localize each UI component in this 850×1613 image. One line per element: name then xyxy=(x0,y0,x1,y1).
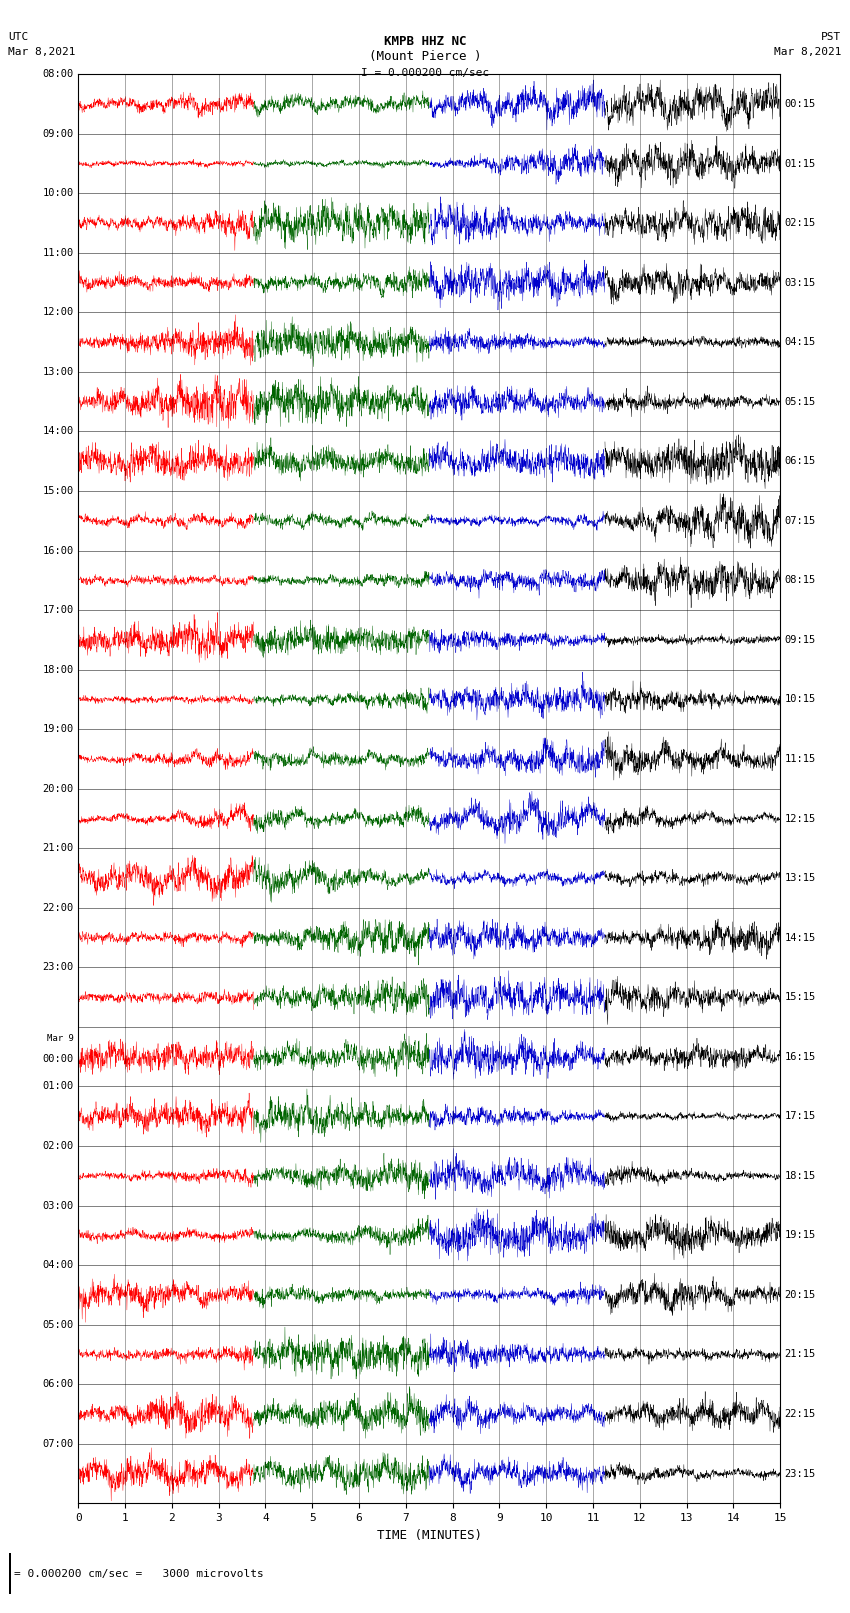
Text: 14:00: 14:00 xyxy=(42,426,74,437)
X-axis label: TIME (MINUTES): TIME (MINUTES) xyxy=(377,1529,482,1542)
Text: 06:15: 06:15 xyxy=(785,456,816,466)
Text: Mar 8,2021: Mar 8,2021 xyxy=(774,47,842,56)
Text: I = 0.000200 cm/sec: I = 0.000200 cm/sec xyxy=(361,68,489,77)
Text: 01:15: 01:15 xyxy=(785,158,816,168)
Text: 04:15: 04:15 xyxy=(785,337,816,347)
Text: 02:00: 02:00 xyxy=(42,1140,74,1152)
Text: 01:00: 01:00 xyxy=(42,1081,74,1092)
Text: 09:15: 09:15 xyxy=(785,636,816,645)
Text: 00:15: 00:15 xyxy=(785,98,816,110)
Text: 21:00: 21:00 xyxy=(42,844,74,853)
Text: KMPB HHZ NC: KMPB HHZ NC xyxy=(383,35,467,48)
Text: 18:15: 18:15 xyxy=(785,1171,816,1181)
Text: 14:15: 14:15 xyxy=(785,932,816,942)
Text: 11:00: 11:00 xyxy=(42,248,74,258)
Text: 15:00: 15:00 xyxy=(42,486,74,497)
Text: 08:00: 08:00 xyxy=(42,69,74,79)
Text: 22:00: 22:00 xyxy=(42,903,74,913)
Text: 17:15: 17:15 xyxy=(785,1111,816,1121)
Text: 05:15: 05:15 xyxy=(785,397,816,406)
Text: 12:15: 12:15 xyxy=(785,813,816,824)
Text: 02:15: 02:15 xyxy=(785,218,816,227)
Text: 07:00: 07:00 xyxy=(42,1439,74,1448)
Text: 13:15: 13:15 xyxy=(785,873,816,882)
Text: Mar 9: Mar 9 xyxy=(47,1034,74,1044)
Text: 10:00: 10:00 xyxy=(42,189,74,198)
Text: UTC: UTC xyxy=(8,32,29,42)
Text: 23:15: 23:15 xyxy=(785,1468,816,1479)
Text: (Mount Pierce ): (Mount Pierce ) xyxy=(369,50,481,63)
Text: 20:15: 20:15 xyxy=(785,1290,816,1300)
Text: 05:00: 05:00 xyxy=(42,1319,74,1329)
Text: 19:00: 19:00 xyxy=(42,724,74,734)
Text: 16:15: 16:15 xyxy=(785,1052,816,1061)
Text: 11:15: 11:15 xyxy=(785,753,816,765)
Text: 20:00: 20:00 xyxy=(42,784,74,794)
Text: 13:00: 13:00 xyxy=(42,366,74,377)
Text: 22:15: 22:15 xyxy=(785,1410,816,1419)
Text: 09:00: 09:00 xyxy=(42,129,74,139)
Text: 16:00: 16:00 xyxy=(42,545,74,555)
Text: PST: PST xyxy=(821,32,842,42)
Text: 06:00: 06:00 xyxy=(42,1379,74,1389)
Text: 03:15: 03:15 xyxy=(785,277,816,287)
Text: = 0.000200 cm/sec =   3000 microvolts: = 0.000200 cm/sec = 3000 microvolts xyxy=(14,1569,264,1579)
Text: Mar 8,2021: Mar 8,2021 xyxy=(8,47,76,56)
Text: 12:00: 12:00 xyxy=(42,308,74,318)
Text: 15:15: 15:15 xyxy=(785,992,816,1002)
Text: 21:15: 21:15 xyxy=(785,1350,816,1360)
Text: 10:15: 10:15 xyxy=(785,695,816,705)
Text: 08:15: 08:15 xyxy=(785,576,816,586)
Text: 23:00: 23:00 xyxy=(42,963,74,973)
Text: 00:00: 00:00 xyxy=(42,1053,74,1063)
Text: 07:15: 07:15 xyxy=(785,516,816,526)
Text: 19:15: 19:15 xyxy=(785,1231,816,1240)
Text: 03:00: 03:00 xyxy=(42,1200,74,1211)
Text: 18:00: 18:00 xyxy=(42,665,74,674)
Text: 17:00: 17:00 xyxy=(42,605,74,615)
Text: 04:00: 04:00 xyxy=(42,1260,74,1269)
